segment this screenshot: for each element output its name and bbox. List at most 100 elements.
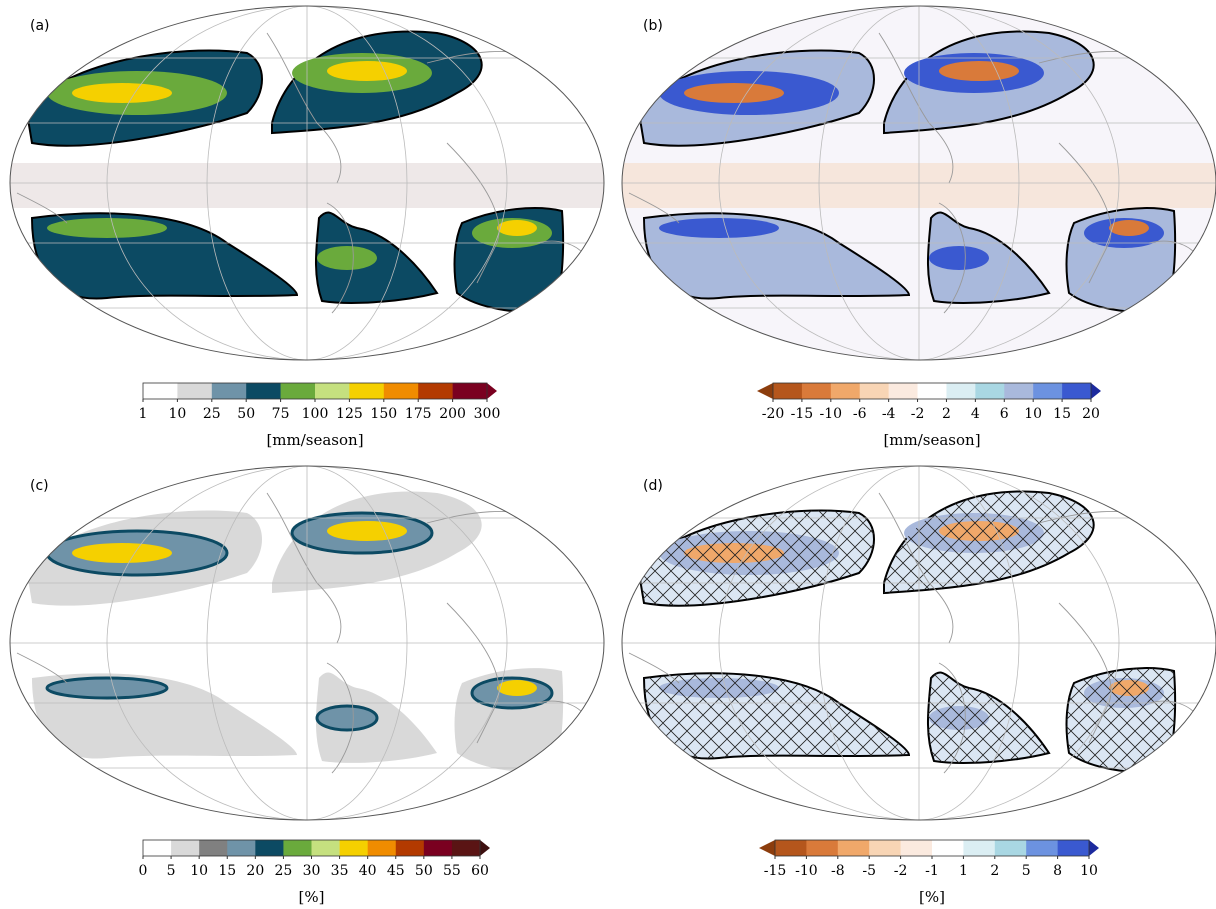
colorbar-tick-label: 75 bbox=[272, 406, 290, 422]
colorbar-tick-label: 20 bbox=[246, 863, 264, 879]
colorbar-bin bbox=[177, 383, 213, 399]
colorbar-tick-label: 100 bbox=[302, 406, 329, 422]
colorbar-tick-label: 200 bbox=[439, 406, 466, 422]
colorbar-tick-label: 15 bbox=[1053, 406, 1071, 422]
colorbar-bin bbox=[452, 383, 488, 399]
colorbar-bin bbox=[888, 383, 918, 399]
colorbar-bin bbox=[211, 383, 247, 399]
colorbar-bin bbox=[963, 840, 996, 856]
colorbar-bin bbox=[227, 840, 256, 856]
colorbar-bin bbox=[830, 383, 861, 399]
colorbar-bin bbox=[246, 383, 281, 399]
colorbar-tick-label: 2 bbox=[942, 406, 951, 422]
colorbar-units: [mm/season] bbox=[266, 431, 363, 449]
colorbar-bin bbox=[1026, 840, 1058, 856]
colorbar-bin bbox=[311, 840, 340, 856]
colorbar-tick-label: -6 bbox=[853, 406, 867, 422]
colorbar-arrow bbox=[480, 840, 490, 856]
colorbar-tick-label: 5 bbox=[1022, 863, 1031, 879]
colorbar-bin bbox=[806, 840, 839, 856]
colorbar-tick-label: 50 bbox=[415, 863, 433, 879]
colorbar-arrow bbox=[1091, 383, 1101, 399]
colorbar-bin bbox=[932, 840, 964, 856]
colorbar-tick-label: 125 bbox=[336, 406, 363, 422]
colorbar-tick-label: -10 bbox=[795, 863, 818, 879]
colorbar-bin bbox=[900, 840, 933, 856]
panel-label: (d) bbox=[643, 478, 663, 494]
colorbar-tick-label: 10 bbox=[190, 863, 208, 879]
colorbar-bin bbox=[869, 840, 901, 856]
colorbar-bin bbox=[773, 383, 803, 399]
colorbar-bin bbox=[451, 840, 481, 856]
colorbar-bin bbox=[859, 383, 889, 399]
colorbar-tick-label: 300 bbox=[474, 406, 501, 422]
colorbar-tick-label: 25 bbox=[275, 863, 293, 879]
colorbar-bin bbox=[171, 840, 200, 856]
colorbar-tick-label: -2 bbox=[911, 406, 925, 422]
map-d bbox=[621, 465, 1216, 821]
colorbar-bin bbox=[994, 840, 1027, 856]
colorbar-tick-label: 5 bbox=[167, 863, 176, 879]
colorbar-bin bbox=[199, 840, 228, 856]
colorbar-tick-label: 50 bbox=[237, 406, 255, 422]
colorbar-bin bbox=[418, 383, 453, 399]
colorbar-bin bbox=[143, 840, 172, 856]
colorbar-tick-label: 25 bbox=[203, 406, 221, 422]
colorbar-tick-label: -20 bbox=[762, 406, 785, 422]
colorbar-tick-label: 10 bbox=[1080, 863, 1098, 879]
colorbar-bin bbox=[339, 840, 368, 856]
colorbar-units: [%] bbox=[299, 888, 325, 906]
colorbar-arrow bbox=[757, 383, 773, 399]
colorbar-tick-label: 2 bbox=[990, 863, 999, 879]
colorbar-tick-label: 150 bbox=[370, 406, 397, 422]
colorbar-tick-label: 10 bbox=[168, 406, 186, 422]
colorbar-bin bbox=[1057, 840, 1090, 856]
colorbar-tick-label: 1 bbox=[959, 863, 968, 879]
colorbar-bin bbox=[315, 383, 350, 399]
map-a bbox=[9, 5, 605, 361]
colorbar-tick-label: 1 bbox=[139, 406, 148, 422]
colorbar-bin bbox=[383, 383, 419, 399]
colorbar-arrow bbox=[487, 383, 497, 399]
colorbar-tick-label: -8 bbox=[831, 863, 845, 879]
colorbar-bin bbox=[255, 840, 284, 856]
colorbar-tick-label: -15 bbox=[764, 863, 787, 879]
panel-label: (c) bbox=[30, 478, 49, 494]
colorbar-bin bbox=[1004, 383, 1034, 399]
colorbar-units: [mm/season] bbox=[883, 431, 980, 449]
colorbar-bin bbox=[280, 383, 316, 399]
colorbar-tick-label: 0 bbox=[139, 863, 148, 879]
colorbar-tick-label: 175 bbox=[405, 406, 432, 422]
colorbar-tick-label: -10 bbox=[820, 406, 843, 422]
colorbar-tick-label: 4 bbox=[971, 406, 980, 422]
colorbar-tick-label: 20 bbox=[1082, 406, 1100, 422]
colorbar-frame bbox=[772, 382, 1092, 400]
colorbar-tick-label: 8 bbox=[1053, 863, 1062, 879]
colorbar-tick-label: -15 bbox=[791, 406, 814, 422]
colorbar-bin bbox=[1062, 383, 1092, 399]
panel-label: (b) bbox=[643, 18, 663, 34]
colorbar-tick-label: 35 bbox=[331, 863, 349, 879]
colorbar-tick-label: 45 bbox=[387, 863, 405, 879]
colorbar-arrow bbox=[1089, 840, 1099, 856]
colorbar-tick-label: 15 bbox=[218, 863, 236, 879]
colorbar-tick-label: 40 bbox=[359, 863, 377, 879]
colorbar-bin bbox=[395, 840, 425, 856]
colorbar-tick-label: 60 bbox=[471, 863, 489, 879]
colorbar-units: [%] bbox=[919, 888, 945, 906]
map-b bbox=[621, 5, 1216, 361]
colorbar-bin bbox=[423, 840, 453, 856]
colorbar-bin bbox=[367, 840, 397, 856]
colorbar-tick-label: -4 bbox=[882, 406, 896, 422]
colorbar-tick-label: 30 bbox=[303, 863, 321, 879]
colorbar-bin bbox=[775, 840, 807, 856]
colorbar-arrow bbox=[759, 840, 775, 856]
map-c bbox=[9, 465, 605, 821]
colorbar-bin bbox=[946, 383, 976, 399]
colorbar-tick-label: -1 bbox=[925, 863, 939, 879]
colorbar-bin bbox=[917, 383, 947, 399]
colorbar-bin bbox=[143, 383, 178, 399]
colorbar-tick-label: 6 bbox=[1000, 406, 1009, 422]
colorbar-tick-label: -5 bbox=[862, 863, 876, 879]
colorbar-bin bbox=[975, 383, 1005, 399]
